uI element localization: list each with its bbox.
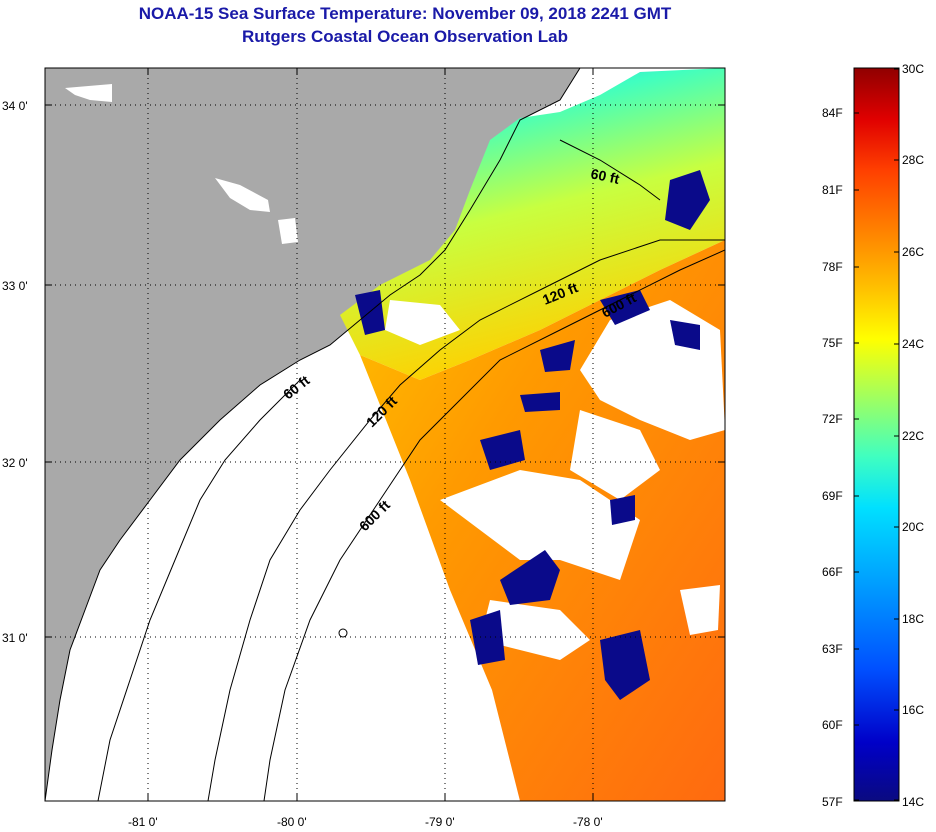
contour-120ft — [207, 239, 725, 801]
land-mass — [45, 68, 580, 801]
celsius-label: 28C — [902, 153, 924, 167]
fahrenheit-label: 72F — [822, 412, 843, 426]
fahrenheit-label: 63F — [822, 642, 843, 656]
fahrenheit-label: 57F — [822, 795, 843, 809]
lon-label: -79 0' — [425, 815, 455, 829]
lon-label: -78 0' — [573, 815, 603, 829]
lake — [65, 84, 112, 102]
lat-label: 33 0' — [2, 279, 28, 293]
contour-60ft — [97, 139, 661, 801]
lat-label: 34 0' — [2, 99, 28, 113]
map-frame — [44, 67, 726, 802]
celsius-label: 30C — [902, 62, 924, 76]
fahrenheit-label: 60F — [822, 718, 843, 732]
cloud-patch — [480, 600, 590, 660]
map-subtitle: Rutgers Coastal Ocean Observation Lab — [242, 27, 568, 46]
fahrenheit-label: 66F — [822, 565, 843, 579]
lat-label: 31 0' — [2, 631, 28, 645]
coastline — [45, 68, 581, 801]
contour-label-60ft: 60 ft — [589, 165, 621, 187]
cloud-patch — [440, 470, 640, 580]
cloud-patch — [385, 300, 460, 345]
graticule — [45, 68, 725, 801]
lake — [278, 218, 298, 244]
colorbar-gradient — [853, 67, 900, 802]
sst-swath-north — [340, 68, 725, 380]
cold-patches — [355, 170, 710, 700]
seamount-contour — [338, 628, 348, 638]
celsius-label: 14C — [902, 795, 924, 809]
fahrenheit-label: 84F — [822, 106, 843, 120]
celsius-ticks — [894, 68, 899, 801]
contour-600ft — [263, 249, 725, 801]
lon-label: -81 0' — [128, 815, 158, 829]
cloud-patch — [570, 410, 660, 500]
celsius-label: 20C — [902, 520, 924, 534]
lake — [215, 178, 270, 212]
fahrenheit-ticks — [854, 112, 859, 801]
celsius-label: 16C — [902, 703, 924, 717]
celsius-label: 26C — [902, 245, 924, 259]
lat-label: 32 0' — [2, 456, 28, 470]
frame-ticks — [45, 68, 725, 801]
lon-label: -80 0' — [277, 815, 307, 829]
celsius-label: 24C — [902, 337, 924, 351]
fahrenheit-label: 69F — [822, 489, 843, 503]
celsius-label: 22C — [902, 429, 924, 443]
map-title: NOAA-15 Sea Surface Temperature: Novembe… — [138, 4, 672, 23]
fahrenheit-label: 75F — [822, 336, 843, 350]
celsius-label: 18C — [902, 612, 924, 626]
fahrenheit-label: 78F — [822, 260, 843, 274]
fahrenheit-label: 81F — [822, 183, 843, 197]
cloud-patch — [680, 585, 720, 635]
